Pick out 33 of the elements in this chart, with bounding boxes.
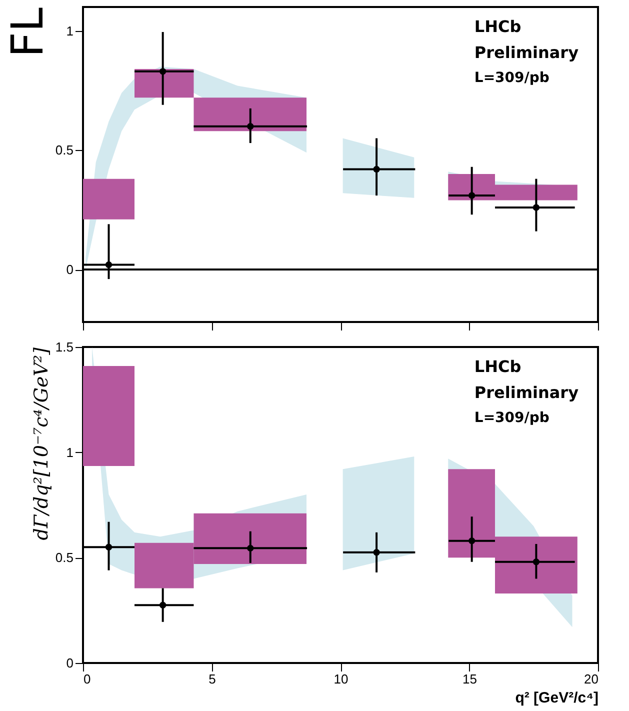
point bbox=[105, 261, 112, 268]
x-tick-label: 15 bbox=[462, 672, 477, 686]
point bbox=[105, 544, 112, 550]
y-tick-label: 1 bbox=[66, 23, 74, 38]
point bbox=[247, 544, 254, 552]
y-tick-label: 0 bbox=[66, 262, 74, 277]
y-tick-label: 0.5 bbox=[55, 142, 74, 158]
annotation: L=309/pb bbox=[474, 410, 550, 426]
annotation: LHCb bbox=[474, 17, 522, 36]
annotation: Preliminary bbox=[474, 43, 580, 62]
y-tick-label: 0.5 bbox=[55, 550, 74, 566]
x-tick-label: 5 bbox=[208, 672, 216, 686]
y-axis-title: dΓ/dq²[10⁻⁷c⁴/GeV²] bbox=[30, 346, 52, 540]
x-axis-title: q² [GeV²/c⁴] bbox=[515, 690, 598, 706]
x-tick-label: 0 bbox=[84, 672, 91, 686]
annotation: L=309/pb bbox=[474, 70, 550, 86]
point bbox=[373, 549, 380, 556]
y-tick-label: 1 bbox=[66, 444, 74, 460]
x-tick-label: 10 bbox=[334, 672, 348, 686]
point bbox=[468, 537, 476, 544]
point bbox=[468, 192, 476, 199]
y-axis-title: FL bbox=[2, 7, 54, 58]
point bbox=[247, 122, 254, 130]
x-tick-label: 20 bbox=[584, 672, 598, 686]
point bbox=[159, 68, 166, 75]
y-tick-label: 1.5 bbox=[55, 340, 74, 354]
point bbox=[159, 602, 166, 608]
point bbox=[373, 166, 380, 173]
point bbox=[532, 558, 540, 566]
annotation: LHCb bbox=[474, 357, 522, 376]
annotation: Preliminary bbox=[474, 383, 580, 402]
point bbox=[532, 204, 540, 211]
y-tick-label: 0 bbox=[66, 656, 74, 670]
